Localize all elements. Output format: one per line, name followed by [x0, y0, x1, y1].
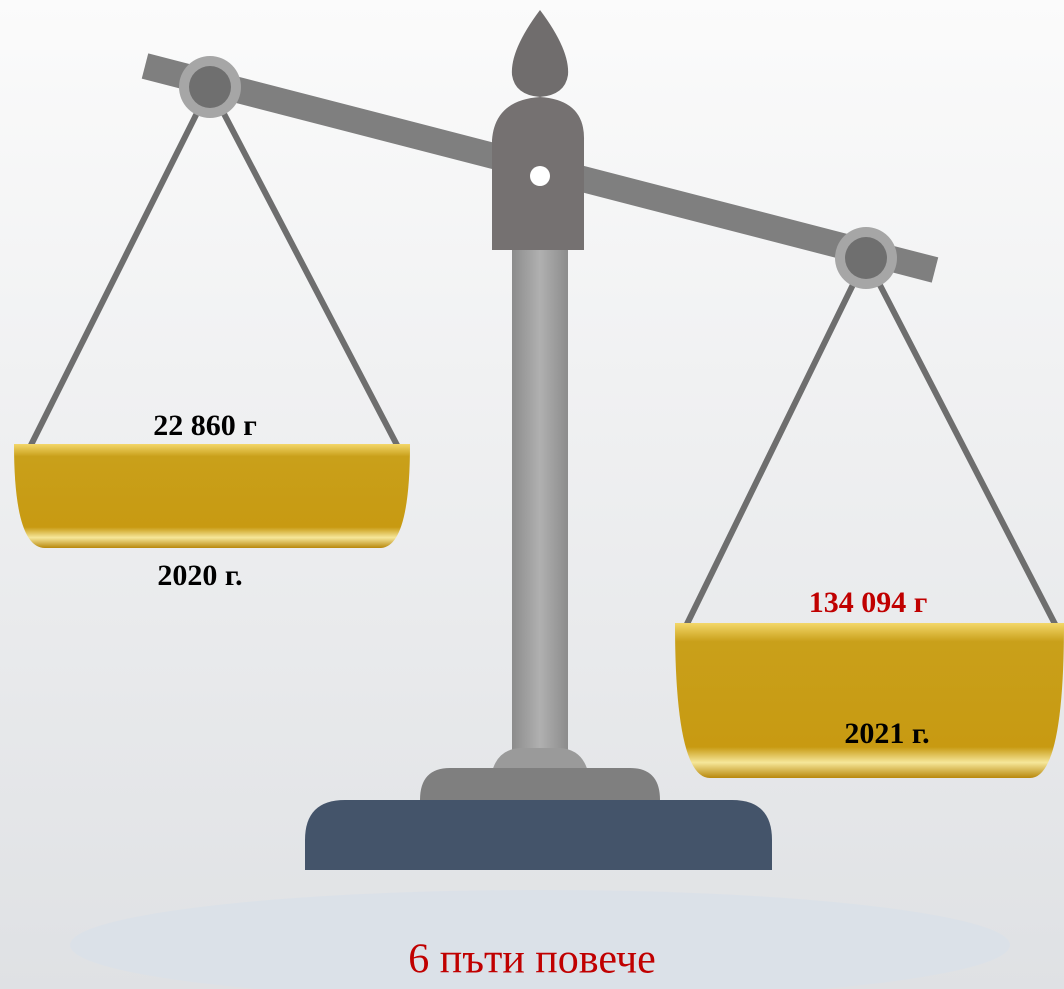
page: {"left_pan": {"value": "22 860 г", "year… [0, 0, 1064, 989]
base [305, 800, 772, 870]
pivot-inner [189, 66, 231, 108]
left-year: 2020 г. [157, 559, 242, 592]
pivot-inner [845, 237, 887, 279]
post [512, 240, 568, 770]
plinth [420, 768, 660, 800]
scale-infographic: 22 860 г 2020 г. 134 094 г 2021 г. 6 път… [0, 0, 1064, 989]
caption: 6 пъти повече [408, 937, 655, 983]
right-value: 134 094 г [809, 586, 928, 619]
right-pan [675, 623, 1064, 778]
right-year: 2021 г. [844, 717, 929, 750]
left-value: 22 860 г [153, 409, 257, 442]
left-pan [14, 444, 410, 548]
pivot-hole [530, 166, 550, 186]
